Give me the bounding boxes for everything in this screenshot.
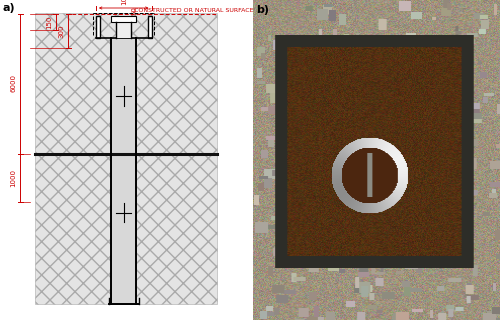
Text: 50: 50	[132, 6, 138, 15]
Bar	[148, 16, 152, 38]
Text: 300: 300	[58, 24, 64, 38]
Text: a): a)	[2, 3, 15, 13]
Text: 6000: 6000	[10, 74, 16, 92]
Bar	[36, 154, 217, 304]
Bar	[116, 22, 132, 38]
Text: b): b)	[256, 5, 270, 15]
Text: 1000: 1000	[10, 169, 16, 187]
Bar	[36, 13, 217, 154]
Bar	[111, 38, 136, 154]
Bar	[111, 154, 136, 304]
Text: CONSTRUCTED OR NATURAL SURFACE LEVEL: CONSTRUCTED OR NATURAL SURFACE LEVEL	[134, 8, 274, 13]
Bar	[96, 16, 100, 38]
Text: 150: 150	[46, 16, 52, 29]
Text: 100: 100	[120, 0, 126, 5]
Bar	[111, 16, 136, 22]
